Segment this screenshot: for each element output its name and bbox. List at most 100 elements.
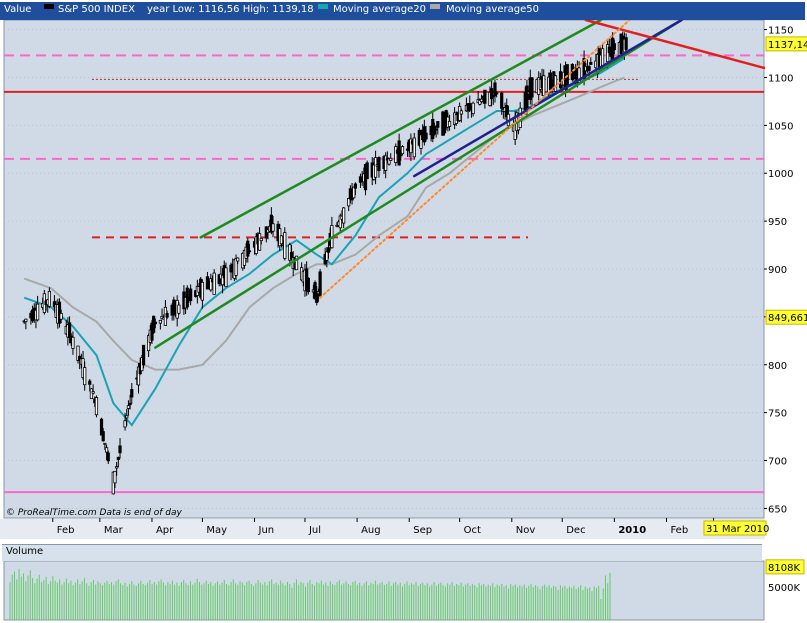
candle-body-81	[212, 272, 216, 295]
candle-41	[118, 438, 122, 459]
candle-body-57	[158, 319, 162, 324]
candle-body-55	[152, 315, 156, 333]
candle-body-32	[99, 418, 104, 436]
candle-body-149	[373, 157, 378, 178]
candle-body-129	[326, 247, 331, 253]
date-badge-text: 31 Mar 2010	[706, 524, 769, 535]
candle-134	[338, 213, 342, 233]
candle-body-109	[279, 235, 284, 245]
candle-body-86	[224, 267, 228, 288]
candle-body-76	[200, 281, 205, 301]
candle-body-137	[347, 198, 351, 207]
candle-body-6	[36, 303, 40, 321]
candle-216	[530, 77, 534, 106]
candle-153	[384, 152, 388, 179]
x-tick-label-1: Mar	[104, 525, 124, 536]
volume-label: Volume	[6, 546, 44, 557]
candle-43	[125, 409, 129, 426]
candle-48	[136, 362, 141, 394]
candle-15	[57, 298, 62, 328]
candle-body-124	[315, 292, 319, 303]
candle-155	[387, 157, 391, 166]
candle-body-256	[624, 37, 628, 50]
last-price-badge-text: 1137,14	[768, 40, 807, 51]
x-tick-label-4: Jun	[258, 525, 275, 536]
candle-body-223	[548, 72, 553, 91]
legend-header: Value S&P 500 INDEX year Low: 1116,56 Hi…	[0, 2, 805, 20]
candle-body-34	[103, 442, 107, 445]
candle-body-33	[101, 431, 105, 442]
candle-body-101	[259, 237, 263, 242]
candle-90	[234, 254, 238, 281]
range-label: year Low: 1116,56 High: 1139,18	[147, 4, 314, 15]
x-tick-label-2: Apr	[156, 525, 174, 536]
candle-body-246	[600, 48, 605, 66]
candle-body-226	[553, 75, 558, 92]
candle-body-181	[447, 120, 452, 127]
candle-146	[365, 160, 369, 180]
candle-body-134	[338, 215, 342, 229]
y-tick-label-8: 1050	[768, 121, 793, 132]
candle-202	[500, 91, 504, 115]
level-badge: 849,661	[765, 309, 807, 325]
candle-186	[459, 108, 463, 123]
candle-241	[589, 57, 593, 66]
ma50-legend: Moving average50	[446, 4, 539, 15]
candle-39	[115, 461, 119, 476]
candle-body-176	[436, 121, 440, 128]
x-tick-label-12: Feb	[670, 525, 688, 536]
candle-56	[153, 318, 157, 329]
candle-91	[236, 257, 240, 265]
candle-256	[624, 33, 628, 53]
candle-66	[177, 302, 181, 315]
candle-body-240	[587, 66, 591, 71]
candle-126	[318, 269, 322, 299]
candle-body-28	[89, 388, 94, 400]
candle-81	[212, 269, 216, 295]
candle-151	[377, 156, 381, 178]
candle-191	[471, 101, 475, 117]
last-price-badge: 1137,14	[765, 36, 807, 52]
candle-body-126	[318, 271, 322, 297]
candle-body-43	[125, 415, 129, 419]
candle-body-21	[71, 336, 75, 349]
candle-21	[71, 331, 75, 355]
candle-body-51	[141, 344, 146, 366]
y-tick-label-7: 1000	[768, 169, 793, 180]
x-tick-label-9: Nov	[516, 525, 536, 536]
candle-body-166	[412, 137, 416, 158]
candle-71	[189, 284, 193, 306]
candle-body-213	[525, 85, 529, 109]
candle-body-241	[589, 61, 593, 65]
candle-body-155	[387, 158, 391, 165]
candle-33	[101, 428, 105, 442]
footer-credit: © ProRealTime.com Data is end of day	[6, 508, 183, 518]
candle-body-26	[83, 367, 87, 386]
candle-38	[113, 470, 117, 489]
candle-body-161	[400, 146, 405, 155]
candle-196	[483, 89, 487, 109]
candle-body-22	[76, 345, 80, 361]
candle-240	[587, 65, 591, 78]
y-tick-label-0: 650	[768, 504, 787, 515]
candle-176	[436, 121, 440, 135]
candle-86	[224, 262, 228, 288]
series-label: S&P 500 INDEX	[58, 4, 135, 15]
candle-body-45	[128, 402, 132, 406]
candle-body-128	[325, 251, 329, 261]
candle-body-41	[118, 445, 122, 454]
candle-body-186	[459, 110, 463, 115]
candle-body-29	[91, 391, 95, 394]
y-tick-label-5: 900	[768, 265, 787, 276]
candle-body-146	[365, 162, 369, 180]
y-tick-label-6: 950	[768, 217, 787, 228]
candle-26	[83, 361, 87, 391]
candle-body-77	[205, 276, 210, 290]
candle-55	[152, 315, 156, 334]
candle-36	[106, 450, 110, 464]
candle-201	[495, 90, 499, 98]
candle-body-168	[419, 134, 423, 149]
candle-body-106	[271, 223, 275, 232]
level-badge-box	[765, 309, 807, 325]
